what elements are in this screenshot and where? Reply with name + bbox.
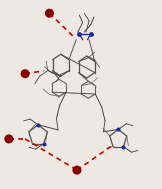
Circle shape [4, 134, 13, 143]
Circle shape [72, 166, 81, 175]
Circle shape [21, 69, 30, 78]
Circle shape [45, 9, 54, 18]
